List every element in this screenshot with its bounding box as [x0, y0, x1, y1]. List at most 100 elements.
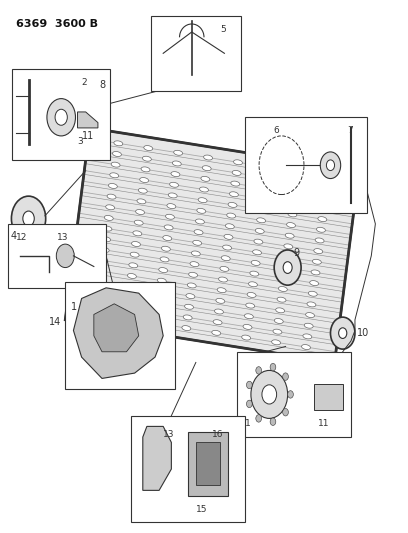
Ellipse shape	[308, 291, 317, 296]
Ellipse shape	[242, 335, 251, 340]
Circle shape	[288, 391, 293, 398]
Text: 15: 15	[196, 505, 207, 514]
Ellipse shape	[138, 188, 147, 193]
Circle shape	[251, 370, 288, 418]
Ellipse shape	[318, 216, 327, 222]
Text: 6: 6	[273, 126, 279, 135]
Circle shape	[47, 99, 75, 136]
Ellipse shape	[251, 261, 260, 265]
Ellipse shape	[125, 295, 134, 300]
Ellipse shape	[231, 181, 240, 186]
Ellipse shape	[288, 212, 297, 217]
Ellipse shape	[95, 290, 104, 295]
Ellipse shape	[229, 192, 238, 197]
Ellipse shape	[107, 194, 116, 199]
Ellipse shape	[280, 276, 289, 281]
Ellipse shape	[201, 176, 210, 181]
FancyBboxPatch shape	[151, 16, 241, 91]
Ellipse shape	[123, 305, 132, 310]
Ellipse shape	[93, 301, 102, 306]
Ellipse shape	[282, 255, 291, 260]
Ellipse shape	[140, 177, 149, 182]
FancyBboxPatch shape	[65, 282, 175, 389]
Ellipse shape	[273, 329, 282, 334]
Ellipse shape	[232, 171, 241, 175]
Ellipse shape	[187, 283, 196, 288]
Ellipse shape	[126, 284, 135, 289]
Circle shape	[330, 317, 355, 349]
Ellipse shape	[186, 294, 195, 298]
Ellipse shape	[314, 248, 323, 254]
Ellipse shape	[167, 204, 176, 208]
Ellipse shape	[277, 297, 286, 302]
Circle shape	[256, 415, 262, 422]
Ellipse shape	[152, 321, 161, 326]
Ellipse shape	[202, 166, 211, 171]
FancyBboxPatch shape	[131, 416, 245, 522]
Ellipse shape	[264, 165, 273, 169]
Ellipse shape	[111, 162, 120, 167]
Ellipse shape	[322, 184, 331, 190]
Ellipse shape	[195, 219, 204, 224]
Ellipse shape	[310, 280, 319, 286]
Text: 16: 16	[212, 430, 224, 439]
Ellipse shape	[274, 319, 283, 324]
Ellipse shape	[109, 183, 118, 189]
Circle shape	[274, 250, 301, 285]
Ellipse shape	[261, 186, 270, 191]
Circle shape	[339, 328, 347, 338]
Ellipse shape	[262, 175, 271, 180]
Text: 13: 13	[57, 233, 69, 242]
Ellipse shape	[246, 303, 255, 308]
Ellipse shape	[216, 298, 225, 303]
Ellipse shape	[292, 180, 301, 185]
Circle shape	[246, 381, 252, 389]
Text: 5: 5	[220, 25, 226, 34]
Ellipse shape	[183, 315, 192, 320]
Ellipse shape	[99, 258, 108, 263]
Ellipse shape	[313, 259, 322, 264]
Ellipse shape	[191, 251, 200, 256]
Ellipse shape	[258, 207, 267, 212]
Ellipse shape	[243, 325, 252, 329]
Circle shape	[11, 196, 46, 241]
Ellipse shape	[102, 237, 111, 242]
Ellipse shape	[223, 245, 232, 250]
Ellipse shape	[160, 257, 169, 262]
Ellipse shape	[166, 214, 175, 219]
Ellipse shape	[220, 266, 229, 271]
Ellipse shape	[193, 240, 202, 245]
Ellipse shape	[127, 273, 136, 278]
Ellipse shape	[129, 263, 138, 268]
Ellipse shape	[162, 246, 171, 251]
Circle shape	[262, 385, 277, 404]
Ellipse shape	[200, 187, 208, 192]
Text: 7: 7	[347, 126, 353, 135]
Text: 11: 11	[82, 131, 94, 141]
Ellipse shape	[197, 208, 206, 213]
Ellipse shape	[221, 256, 230, 261]
Ellipse shape	[259, 197, 268, 201]
Ellipse shape	[257, 218, 266, 223]
Circle shape	[283, 408, 288, 416]
FancyBboxPatch shape	[8, 224, 106, 288]
Ellipse shape	[134, 220, 143, 225]
Ellipse shape	[290, 191, 299, 196]
Ellipse shape	[278, 287, 287, 292]
Polygon shape	[143, 426, 171, 490]
Ellipse shape	[172, 161, 181, 166]
Ellipse shape	[155, 300, 164, 304]
Ellipse shape	[253, 250, 262, 255]
Ellipse shape	[153, 310, 162, 315]
Ellipse shape	[159, 268, 168, 272]
Ellipse shape	[272, 340, 281, 345]
Polygon shape	[73, 288, 163, 378]
FancyBboxPatch shape	[237, 352, 351, 437]
Circle shape	[256, 367, 262, 374]
Ellipse shape	[304, 323, 313, 328]
FancyBboxPatch shape	[188, 432, 228, 496]
Circle shape	[326, 160, 335, 171]
Ellipse shape	[247, 293, 256, 297]
Ellipse shape	[255, 229, 264, 233]
Ellipse shape	[281, 265, 290, 270]
